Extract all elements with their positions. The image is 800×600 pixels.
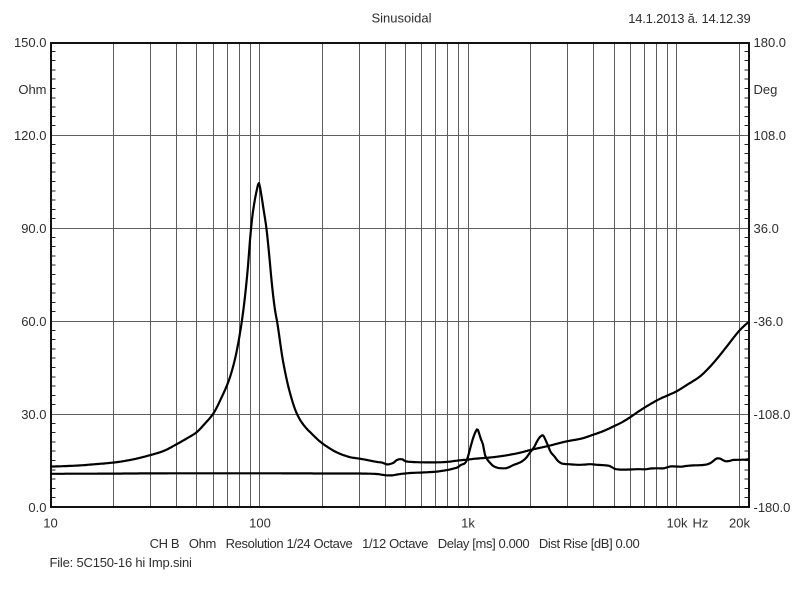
svg-text:36.0: 36.0 <box>754 221 779 236</box>
svg-text:-108.0: -108.0 <box>754 407 791 422</box>
svg-text:10k: 10k <box>667 516 688 531</box>
svg-text:180.0: 180.0 <box>754 35 787 50</box>
svg-text:0.0: 0.0 <box>28 500 46 515</box>
svg-text:60.0: 60.0 <box>21 314 46 329</box>
svg-text:120.0: 120.0 <box>14 128 47 143</box>
svg-text:30.0: 30.0 <box>21 407 46 422</box>
svg-text:-180.0: -180.0 <box>754 500 791 515</box>
svg-text:1k: 1k <box>461 516 475 531</box>
svg-text:Deg: Deg <box>754 82 778 97</box>
svg-text:20k: 20k <box>729 516 750 531</box>
svg-text:-36.0: -36.0 <box>754 314 784 329</box>
svg-text:10: 10 <box>43 516 57 531</box>
svg-text:150.0: 150.0 <box>14 35 47 50</box>
svg-text:108.0: 108.0 <box>754 128 787 143</box>
svg-text:File: 5C150-16 hi Imp.sini: File: 5C150-16 hi Imp.sini <box>50 555 193 570</box>
svg-text:14.1.2013 ă. 14.12.39: 14.1.2013 ă. 14.12.39 <box>628 11 750 26</box>
svg-text:CH B Ohm Resolution 1/24 O: CH B Ohm Resolution 1/24 Octave 1/12 Oct… <box>150 536 640 551</box>
svg-text:100: 100 <box>249 516 271 531</box>
svg-text:90.0: 90.0 <box>21 221 46 236</box>
svg-text:Sinusoidal: Sinusoidal <box>372 11 432 26</box>
svg-text:Ohm: Ohm <box>18 82 46 97</box>
svg-text:Hz: Hz <box>693 516 709 531</box>
